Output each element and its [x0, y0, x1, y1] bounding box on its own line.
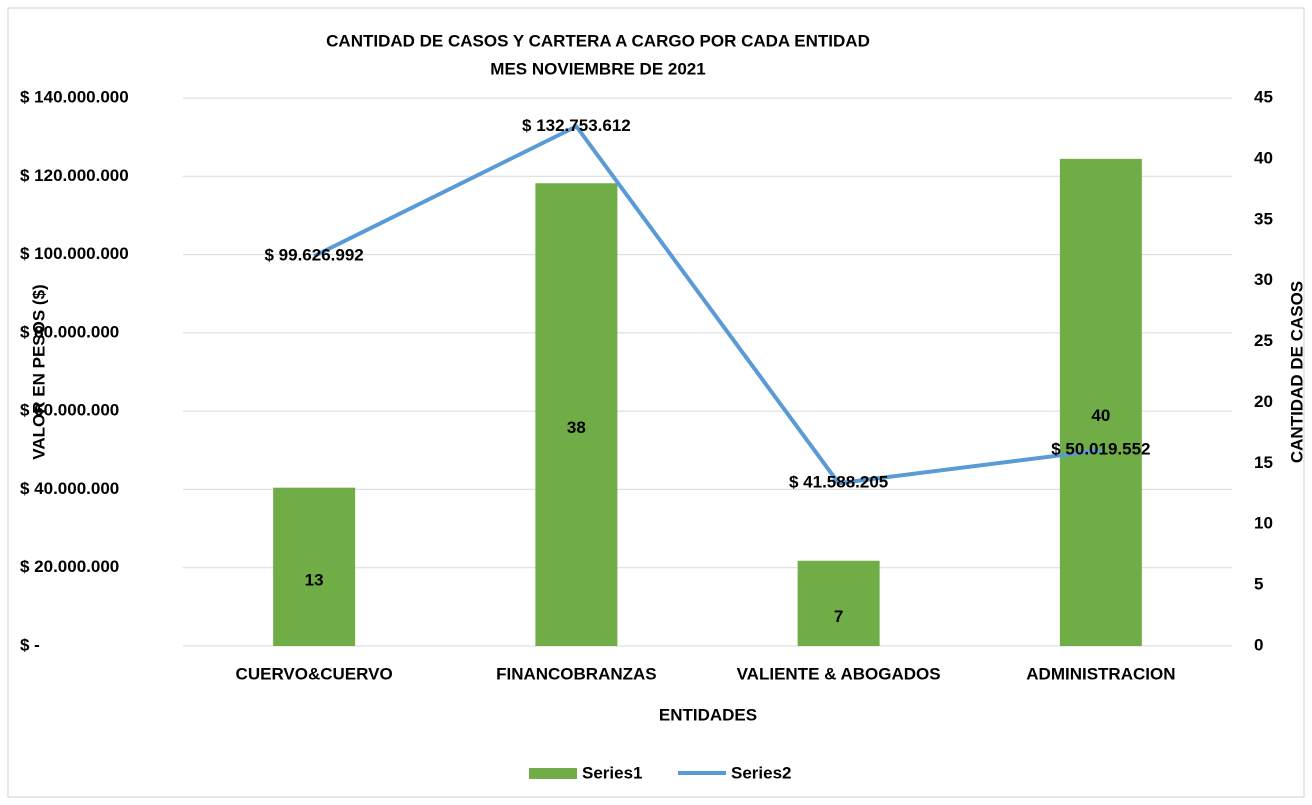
bar: [1059, 158, 1142, 646]
y2-tick-label: 25: [1254, 331, 1273, 350]
x-tick-label: FINANCOBRANZAS: [496, 664, 657, 683]
y-tick-label: $ -: [20, 635, 40, 654]
y-tick-label: $ 60.000.000: [20, 401, 119, 420]
x-tick-label: ADMINISTRACION: [1026, 664, 1175, 683]
legend-swatch: [529, 768, 577, 779]
y-tick-label: $ 80.000.000: [20, 322, 119, 341]
y2-tick-label: 45: [1254, 87, 1273, 106]
data-label: $ 132.753.612: [522, 116, 631, 135]
line: [313, 124, 1102, 486]
chart-title: CANTIDAD DE CASOS Y CARTERA A CARGO POR …: [326, 31, 870, 50]
bar: [535, 183, 618, 646]
y2-tick-label: 35: [1254, 209, 1273, 228]
y-tick-label: $ 140.000.000: [20, 87, 129, 106]
data-label: $ 50.019.552: [1051, 440, 1150, 459]
y2-tick-label: 0: [1254, 635, 1263, 654]
data-label: 38: [567, 418, 586, 437]
x-tick-label: VALIENTE & ABOGADOS: [737, 664, 941, 683]
data-label: $ 41.588.205: [789, 473, 888, 492]
y2-tick-label: 20: [1254, 392, 1273, 411]
bar: [273, 487, 356, 646]
y-tick-label: $ 120.000.000: [20, 166, 129, 185]
bar: [797, 560, 880, 646]
y2-tick-label: 40: [1254, 148, 1273, 167]
y-tick-label: $ 40.000.000: [20, 479, 119, 498]
x-tick-label: CUERVO&CUERVO: [236, 664, 393, 683]
data-label: 13: [305, 570, 324, 589]
legend-label: Series2: [731, 763, 792, 782]
y-axis-label: VALOR EN PESOS ($): [29, 284, 48, 459]
chart-subtitle: MES NOVIEMBRE DE 2021: [490, 59, 705, 78]
y2-tick-label: 5: [1254, 575, 1263, 594]
data-label: $ 99.626.992: [264, 246, 363, 265]
y-tick-label: $ 20.000.000: [20, 557, 119, 576]
x-axis-label: ENTIDADES: [659, 705, 757, 724]
data-label: 40: [1091, 406, 1110, 425]
y2-axis-label: CANTIDAD DE CASOS: [1287, 281, 1306, 463]
y2-tick-label: 30: [1254, 270, 1273, 289]
legend-label: Series1: [582, 763, 643, 782]
data-label: 7: [834, 607, 843, 626]
y2-tick-label: 10: [1254, 514, 1273, 533]
y-tick-label: $ 100.000.000: [20, 244, 129, 263]
y2-tick-label: 15: [1254, 453, 1273, 472]
